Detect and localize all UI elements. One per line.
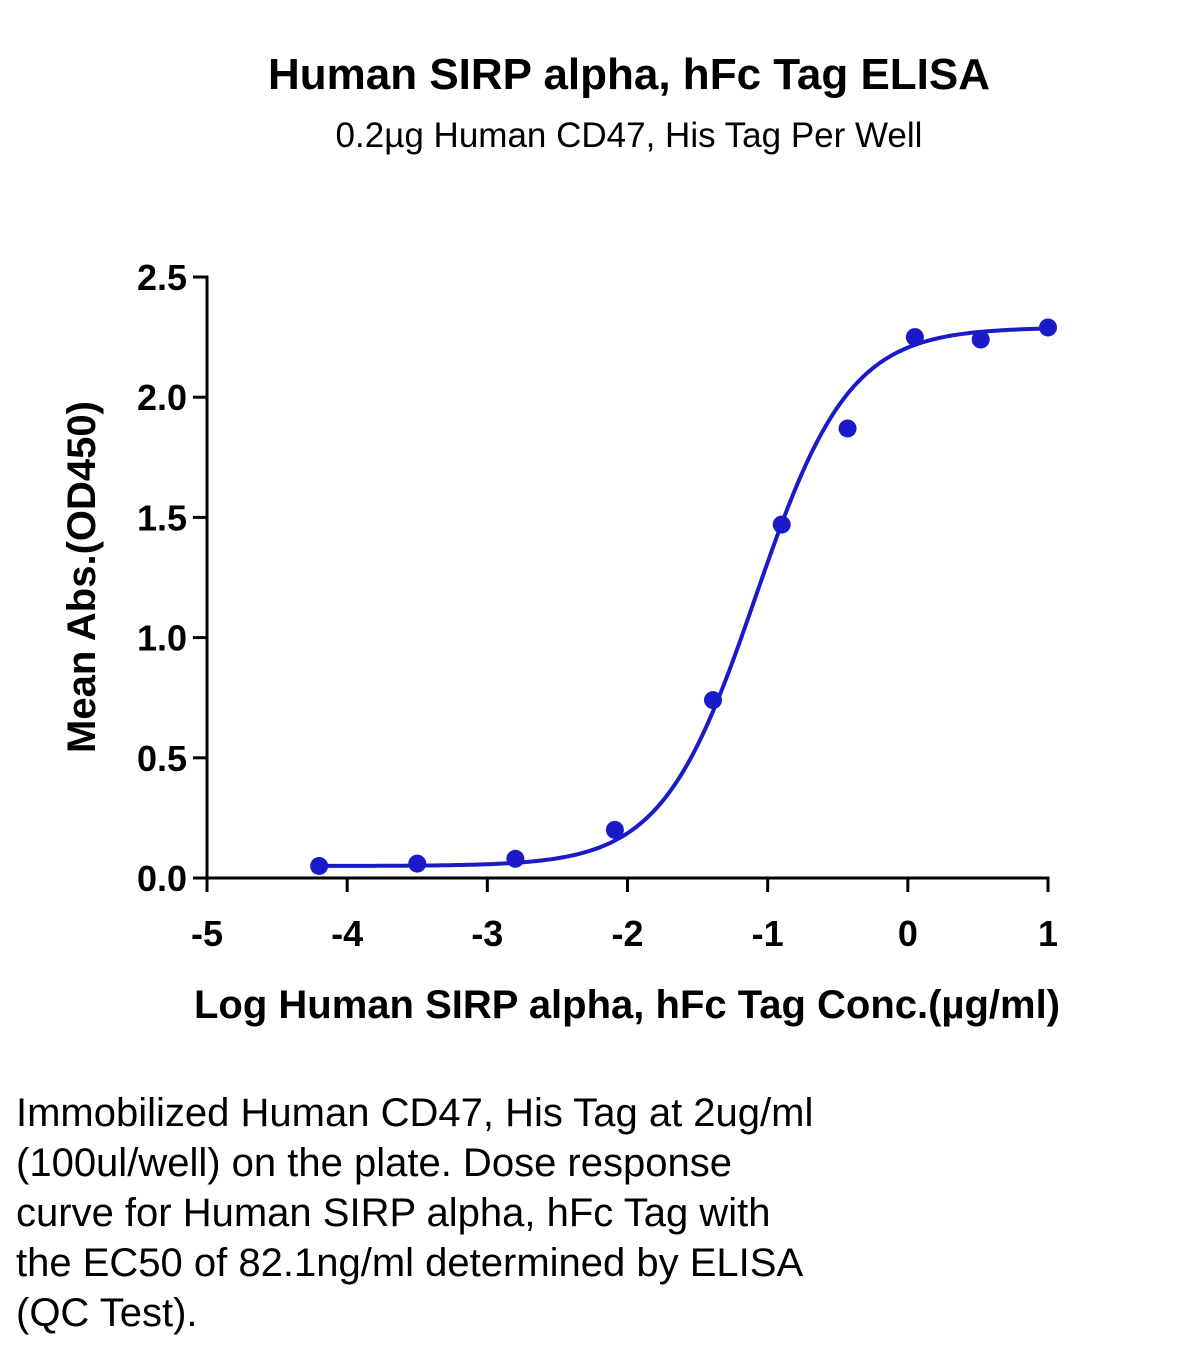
x-axis-label: Log Human SIRP alpha, hFc Tag Conc.(µg/m…	[194, 983, 1060, 1027]
x-tick-label: -2	[611, 913, 643, 954]
fit-curve	[319, 326, 1049, 868]
y-tick-label: 2.5	[137, 257, 187, 298]
data-point	[1039, 318, 1057, 337]
data-point	[704, 691, 723, 710]
axes	[205, 275, 1050, 880]
y-tick-label: 0.0	[137, 858, 187, 899]
x-tick-label: -5	[191, 913, 223, 954]
x-tick-label: 0	[898, 913, 918, 954]
x-tick-label: -3	[471, 913, 503, 954]
y-axis-label: Mean Abs.(OD450)	[60, 401, 104, 753]
y-tick-label: 1.5	[137, 497, 187, 538]
y-tick-label: 2.0	[137, 377, 187, 418]
data-point	[605, 820, 624, 839]
data-point	[310, 856, 329, 875]
caption-text: Immobilized Human CD47, His Tag at 2ug/m…	[16, 1091, 814, 1335]
data-point	[838, 419, 857, 438]
data-point	[506, 849, 525, 868]
data-point	[971, 330, 990, 349]
elisa-chart: 0.0 0.5 1.0 1.5 2.0 2.5 -5 -4 -3 -2 -1 0 1 Mean Abs.…	[60, 257, 1060, 1027]
chart-subtitle: 0.2µg Human CD47, His Tag Per Well	[335, 116, 923, 155]
y-tick-label: 1.0	[137, 618, 187, 659]
data-points	[310, 318, 1057, 875]
data-point	[772, 515, 791, 534]
x-tick-label: 1	[1038, 913, 1058, 954]
data-point	[905, 328, 924, 347]
chart-title: Human SIRP alpha, hFc Tag ELISA	[267, 50, 991, 99]
data-point	[408, 854, 427, 873]
ticks: 0.0 0.5 1.0 1.5 2.0 2.5 -5 -4 -3 -2 -1 0 1	[137, 257, 1058, 954]
y-tick-label: 0.5	[137, 738, 187, 779]
fit-curve-layer	[319, 326, 1049, 868]
x-tick-label: -1	[752, 913, 784, 954]
x-tick-label: -4	[331, 913, 363, 954]
